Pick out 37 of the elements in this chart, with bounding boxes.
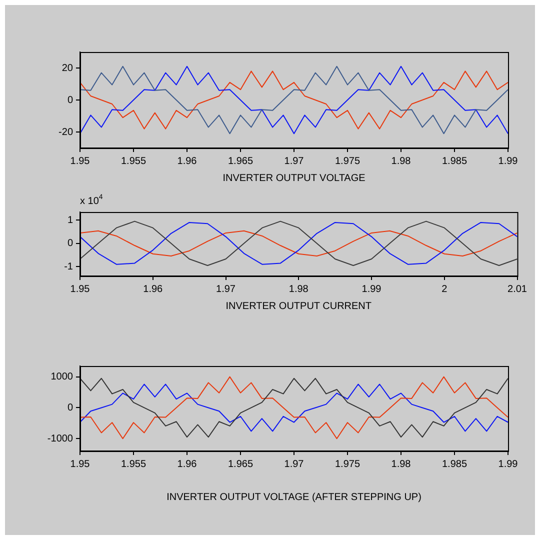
y-tick-label: -20 — [58, 126, 74, 138]
x-tick-label: 1.99 — [498, 458, 518, 470]
x-tick-label: 1.96 — [177, 458, 198, 470]
x-tick-label: 1.97 — [284, 458, 304, 470]
y-tick-label: 1000 — [50, 372, 74, 383]
x-tick-label: 1.965 — [228, 458, 254, 470]
x-tick-label: 1.985 — [442, 458, 468, 470]
x-axis-title: INVERTER OUTPUT VOLTAGE — [222, 172, 366, 184]
x-tick-label: 1.955 — [120, 156, 146, 167]
x-tick-label: 1.965 — [228, 156, 254, 167]
y-tick-label: 0 — [67, 238, 74, 250]
x-tick-label: 1.97 — [216, 284, 236, 295]
x-tick-label: 1.98 — [288, 284, 309, 295]
x-tick-label: 2 — [442, 284, 448, 295]
y-tick-label: 0 — [67, 94, 74, 106]
x-tick-label: 1.99 — [362, 284, 382, 295]
x-tick-label: 1.99 — [498, 156, 518, 167]
x-tick-label: 1.975 — [334, 156, 360, 167]
x-tick-label: 1.98 — [391, 458, 412, 470]
x-tick-label: 1.955 — [120, 458, 146, 470]
x-tick-label: 1.95 — [70, 284, 90, 295]
x-axis-title: INVERTER OUTPUT CURRENT — [226, 300, 372, 312]
y-tick-label: -1 — [64, 261, 74, 272]
x-tick-label: 1.985 — [442, 156, 468, 167]
y-tick-label: 0 — [67, 402, 74, 414]
x-tick-label: 1.96 — [177, 156, 198, 167]
y-tick-label: 20 — [62, 62, 74, 74]
x-tick-label: 2.01 — [508, 284, 528, 295]
x-axis-title: INVERTER OUTPUT VOLTAGE (AFTER STEPPING UP) — [166, 492, 422, 503]
x-tick-label: 1.95 — [70, 156, 90, 167]
y-tick-label: -1000 — [47, 433, 74, 444]
x-tick-label: 1.975 — [334, 458, 360, 470]
x-tick-label: 1.95 — [70, 458, 90, 470]
y-tick-label: 1 — [67, 214, 74, 226]
x-tick-label: 1.97 — [284, 156, 304, 167]
x-tick-label: 1.96 — [143, 284, 164, 295]
x-tick-label: 1.98 — [391, 156, 412, 167]
